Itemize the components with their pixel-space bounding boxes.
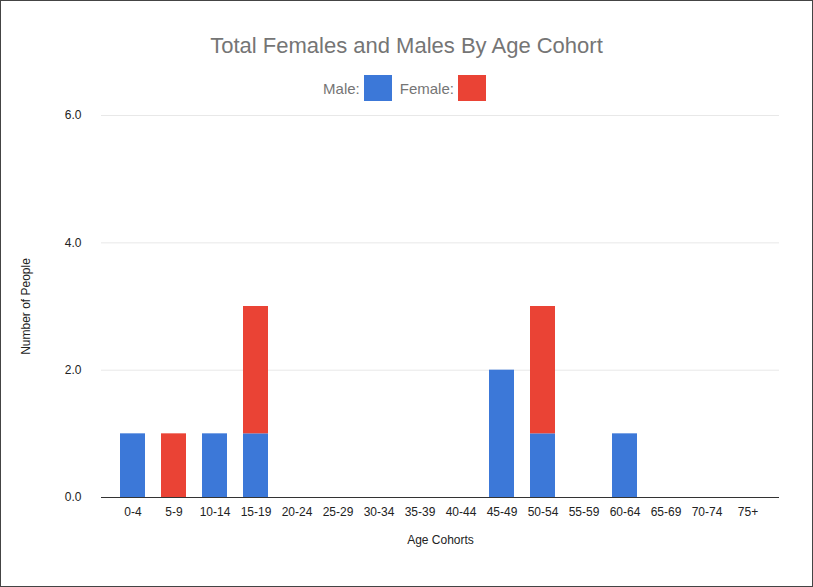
html-text:Female:: Female: — [399, 79, 454, 97]
svg-text:2.0: 2.0 — [65, 363, 82, 377]
svg-text:10-14: 10-14 — [200, 505, 231, 519]
svg-text:6.0: 6.0 — [65, 108, 82, 122]
svg-text:75+: 75+ — [738, 505, 758, 519]
svg-text:40-44: 40-44 — [446, 505, 477, 519]
svg-text:Age Cohorts: Age Cohorts — [407, 533, 474, 547]
html-text:Total Females and Males By Age: Total Females and Males By Age Cohort — [210, 33, 603, 58]
svg-text:30-34: 30-34 — [364, 505, 395, 519]
svg-text:4.0: 4.0 — [65, 236, 82, 250]
svg-text:50-54: 50-54 — [528, 505, 559, 519]
svg-text:55-59: 55-59 — [569, 505, 600, 519]
svg-text:25-29: 25-29 — [323, 505, 354, 519]
svg-text:0-4: 0-4 — [124, 505, 142, 519]
svg-text:65-69: 65-69 — [651, 505, 682, 519]
svg-text:20-24: 20-24 — [282, 505, 313, 519]
svg-text:35-39: 35-39 — [405, 505, 436, 519]
svg-text:45-49: 45-49 — [487, 505, 518, 519]
svg-text:60-64: 60-64 — [610, 505, 641, 519]
svg-text:0.0: 0.0 — [65, 490, 82, 504]
svg-text:Number of People: Number of People — [19, 258, 33, 355]
svg-text:5-9: 5-9 — [165, 505, 183, 519]
svg-text:15-19: 15-19 — [241, 505, 272, 519]
svg-text:70-74: 70-74 — [692, 505, 723, 519]
html-text:Male:: Male: — [323, 79, 360, 97]
